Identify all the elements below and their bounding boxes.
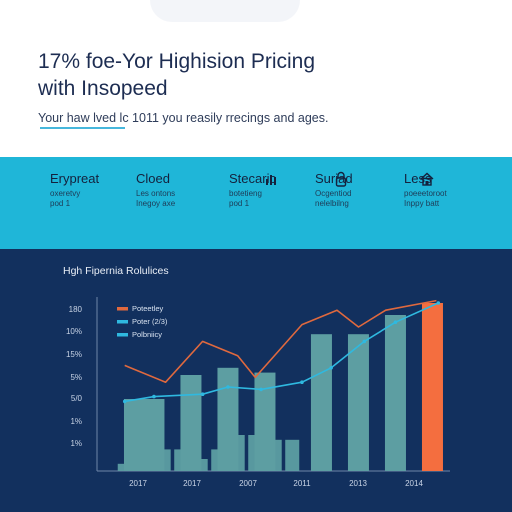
bar bbox=[143, 399, 165, 471]
y-tick-label: 1% bbox=[70, 439, 82, 448]
feature-2: Cloed Les ontons Inegoy axe bbox=[136, 171, 226, 209]
bar bbox=[384, 315, 406, 471]
series-line-1 bbox=[124, 299, 437, 383]
feature-desc: Ocgentiod bbox=[315, 189, 352, 198]
x-tick-label: 2017 bbox=[183, 479, 201, 488]
feature-desc: poeeetoroot bbox=[404, 189, 447, 198]
feature-title: Less bbox=[404, 171, 432, 186]
bar bbox=[123, 399, 145, 471]
feature-band: Erypreat oxeretvy pod 1 Cloed Les ontons… bbox=[0, 157, 512, 249]
bar bbox=[217, 367, 239, 471]
lock-icon bbox=[335, 171, 347, 187]
page-title: 17% foe-Yor Highision Pricing with Insop… bbox=[38, 48, 478, 102]
title-line-2: with Insopeed bbox=[38, 77, 168, 100]
series-point bbox=[329, 366, 333, 370]
x-tick-label: 2014 bbox=[405, 479, 423, 488]
top-glow bbox=[150, 0, 300, 22]
legend-label: Poter (2/3) bbox=[132, 317, 168, 326]
x-tick-label: 2011 bbox=[293, 479, 311, 488]
y-tick-label: 10% bbox=[66, 327, 82, 336]
series-point bbox=[436, 301, 441, 305]
y-tick-label: 15% bbox=[66, 350, 82, 359]
legend-swatch bbox=[117, 320, 128, 324]
x-tick-label: 2017 bbox=[129, 479, 147, 488]
x-tick-label: 2013 bbox=[349, 479, 367, 488]
feature-4: Suriad Ocgentiod nelelbilng bbox=[315, 171, 405, 209]
feature-5: Less poeeetoroot Inppy batt bbox=[404, 171, 494, 209]
bar bbox=[180, 375, 202, 471]
series-point bbox=[393, 320, 398, 324]
legend-swatch bbox=[117, 333, 128, 337]
chart-svg: 1% 1% 5/0 5% 15% 10% 180 2017 2017 2007 2011 2013 20… bbox=[66, 297, 450, 488]
feature-desc: Les ontons bbox=[136, 189, 176, 198]
legend-label: Poteetley bbox=[132, 304, 164, 313]
subtitle: Your haw lved lc 1011 you reasily rrecin… bbox=[38, 111, 329, 125]
legend-swatch bbox=[117, 307, 128, 311]
series-point bbox=[122, 399, 127, 404]
feature-desc-2: nelelbilng bbox=[315, 199, 349, 208]
feature-desc: oxeretvy bbox=[50, 189, 81, 198]
house-icon bbox=[420, 172, 434, 186]
series-line-2 bbox=[124, 302, 439, 403]
y-tick-label: 1% bbox=[70, 417, 82, 426]
series-point bbox=[300, 380, 304, 384]
feature-3: Stecaric botetieng pod 1 bbox=[229, 171, 319, 209]
small-bar bbox=[285, 439, 300, 471]
series-point bbox=[200, 392, 205, 396]
legend-label: Polbniicy bbox=[132, 330, 162, 339]
series-point bbox=[226, 385, 230, 389]
feature-title: Suriad bbox=[315, 171, 353, 186]
series-point bbox=[362, 339, 367, 344]
highlight-bar bbox=[421, 303, 443, 471]
title-line-1: 17% foe-Yor Highision Pricing bbox=[38, 50, 316, 73]
chart-title: Hgh Fipernia Rolulices bbox=[63, 265, 169, 277]
feature-title: Cloed bbox=[136, 171, 170, 186]
bar-chart-icon bbox=[266, 175, 276, 185]
feature-1: Erypreat oxeretvy pod 1 bbox=[50, 171, 140, 209]
chart-panel: Hgh Fipernia Rolulices 1% 1% 5/0 5% 15% 10% 18… bbox=[0, 249, 512, 512]
feature-desc-2: pod 1 bbox=[229, 199, 250, 208]
x-tick-label: 2007 bbox=[239, 479, 257, 488]
feature-desc: botetieng bbox=[229, 189, 262, 198]
bar bbox=[254, 372, 276, 471]
y-tick-label: 180 bbox=[69, 305, 83, 314]
feature-desc-2: Inppy batt bbox=[404, 199, 440, 208]
feature-title: Erypreat bbox=[50, 171, 100, 186]
bar bbox=[310, 334, 332, 471]
y-tick-label: 5% bbox=[70, 373, 82, 382]
feature-title: Stecaric bbox=[229, 171, 276, 186]
bar bbox=[347, 334, 369, 471]
subtitle-underline bbox=[40, 127, 125, 129]
series-point bbox=[152, 394, 156, 399]
feature-desc-2: Inegoy axe bbox=[136, 199, 176, 208]
feature-desc-2: pod 1 bbox=[50, 199, 71, 208]
y-tick-label: 5/0 bbox=[71, 394, 83, 403]
series-point bbox=[259, 387, 263, 392]
